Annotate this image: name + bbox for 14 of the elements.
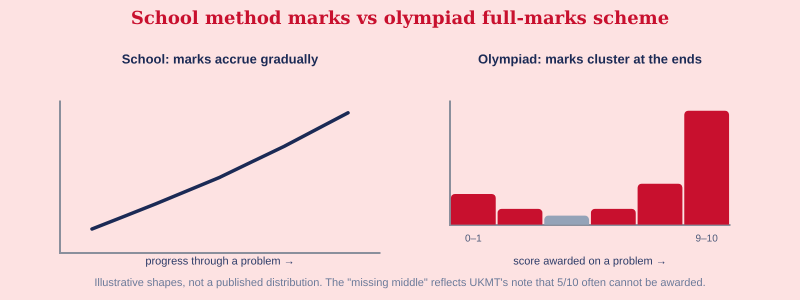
bar (684, 110, 730, 225)
bar (498, 208, 542, 225)
bar (450, 194, 496, 225)
text: Illustrative shapes, not a published distribution. The "missing middle" reflects UKMT's note that 5/10 often cannot be awarded. (93, 277, 707, 289)
x-axis-title: score awarded on a problem → (513, 255, 667, 268)
bar (544, 216, 590, 225)
x-tick-label: 9–10 (696, 234, 718, 245)
chart-title: Olympiad: marks cluster at the ends (478, 51, 702, 66)
bar (638, 184, 682, 225)
bar (590, 208, 636, 225)
text: School method marks vs olympiad full-marks scheme (130, 8, 670, 29)
x-axis-title: progress through a problem → (145, 255, 295, 268)
x-tick-label: 0–1 (464, 234, 482, 245)
chart-title: School: marks accrue gradually (122, 51, 320, 66)
